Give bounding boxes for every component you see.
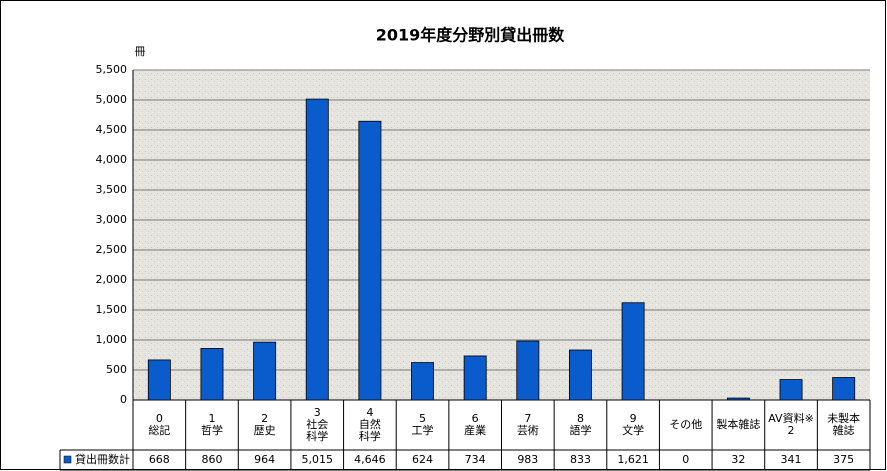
legend-label: 貸出冊数計 xyxy=(75,453,130,466)
value-label: 341 xyxy=(780,453,802,466)
value-label: 860 xyxy=(201,453,223,466)
x-tick-label: 1 哲学 xyxy=(200,412,223,437)
x-tick-label: 6 産業 xyxy=(464,412,487,437)
bar xyxy=(516,340,540,401)
y-tick-label: 1,000 xyxy=(96,333,128,346)
bar xyxy=(569,349,592,401)
legend-swatch xyxy=(63,455,72,464)
y-tick-label: 2,500 xyxy=(96,243,128,256)
value-label: 833 xyxy=(569,453,591,466)
value-label: 964 xyxy=(254,453,276,466)
x-tick-label: 3 社会 科学 xyxy=(306,406,329,443)
value-label: 4,646 xyxy=(354,453,386,466)
y-tick-label: 3,000 xyxy=(96,213,128,226)
value-label: 624 xyxy=(412,453,434,466)
bar xyxy=(463,355,487,401)
y-tick-label: 4,500 xyxy=(96,123,128,136)
x-tick-label: 製本雑誌 xyxy=(716,418,761,431)
bar xyxy=(200,347,224,401)
y-tick-label: 500 xyxy=(106,363,127,376)
y-tick-label: 2,000 xyxy=(96,273,128,286)
value-label: 5,015 xyxy=(301,453,333,466)
bar xyxy=(411,362,434,401)
x-tick-label: AV資料※ 2 xyxy=(768,412,814,437)
x-tick-label: 5 工学 xyxy=(411,412,434,437)
y-axis-label: 冊 xyxy=(135,45,146,58)
x-tick-label: その他 xyxy=(669,418,703,431)
x-tick-label: 4 自然 科学 xyxy=(358,406,381,443)
value-label: 1,621 xyxy=(617,453,649,466)
x-tick-label: 9 文学 xyxy=(622,412,645,437)
value-label: 375 xyxy=(833,453,855,466)
bar xyxy=(726,397,750,401)
x-tick-label: 2 歴史 xyxy=(253,412,276,437)
value-label: 32 xyxy=(731,453,746,466)
y-tick-label: 1,500 xyxy=(96,303,128,316)
bar xyxy=(832,377,856,401)
y-tick-label: 4,000 xyxy=(96,153,128,166)
y-tick-label: 3,500 xyxy=(96,183,128,196)
x-tick-label: 8 語学 xyxy=(569,412,592,437)
bar xyxy=(305,98,329,401)
value-label: 668 xyxy=(148,453,170,466)
value-label: 0 xyxy=(682,453,690,466)
bar xyxy=(253,341,277,401)
value-label: 983 xyxy=(517,453,539,466)
y-tick-label: 0 xyxy=(120,393,127,406)
bar xyxy=(147,359,171,401)
chart-title: 2019年度分野別貸出冊数 xyxy=(376,26,566,45)
value-label: 734 xyxy=(464,453,486,466)
plot-area xyxy=(133,70,870,400)
bar xyxy=(621,302,645,401)
x-tick-label: 7 芸術 xyxy=(516,412,539,437)
x-tick-label: 未製本 雑誌 xyxy=(827,412,861,437)
y-tick-label: 5,500 xyxy=(96,63,128,76)
bar xyxy=(358,120,382,401)
x-tick-label: 0 総記 xyxy=(148,412,171,437)
bar xyxy=(779,379,803,401)
y-tick-label: 5,000 xyxy=(96,93,128,106)
